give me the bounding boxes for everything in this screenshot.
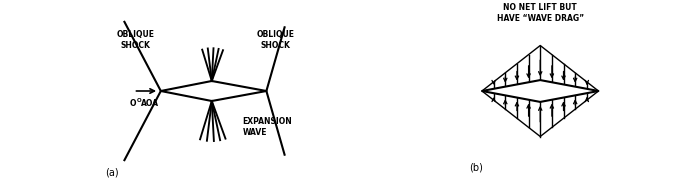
Text: (b): (b) — [470, 163, 484, 172]
Text: O: O — [130, 99, 137, 108]
Text: AOA: AOA — [141, 99, 158, 108]
Text: OBLIQUE
SHOCK: OBLIQUE SHOCK — [257, 30, 294, 50]
Text: OBLIQUE
SHOCK: OBLIQUE SHOCK — [117, 30, 154, 50]
Text: NO NET LIFT BUT
HAVE “WAVE DRAG”: NO NET LIFT BUT HAVE “WAVE DRAG” — [497, 3, 584, 23]
Text: (a): (a) — [105, 168, 119, 178]
Polygon shape — [161, 81, 266, 101]
Polygon shape — [482, 80, 598, 102]
Text: O: O — [137, 98, 141, 103]
Text: EXPANSION
WAVE: EXPANSION WAVE — [243, 117, 292, 137]
